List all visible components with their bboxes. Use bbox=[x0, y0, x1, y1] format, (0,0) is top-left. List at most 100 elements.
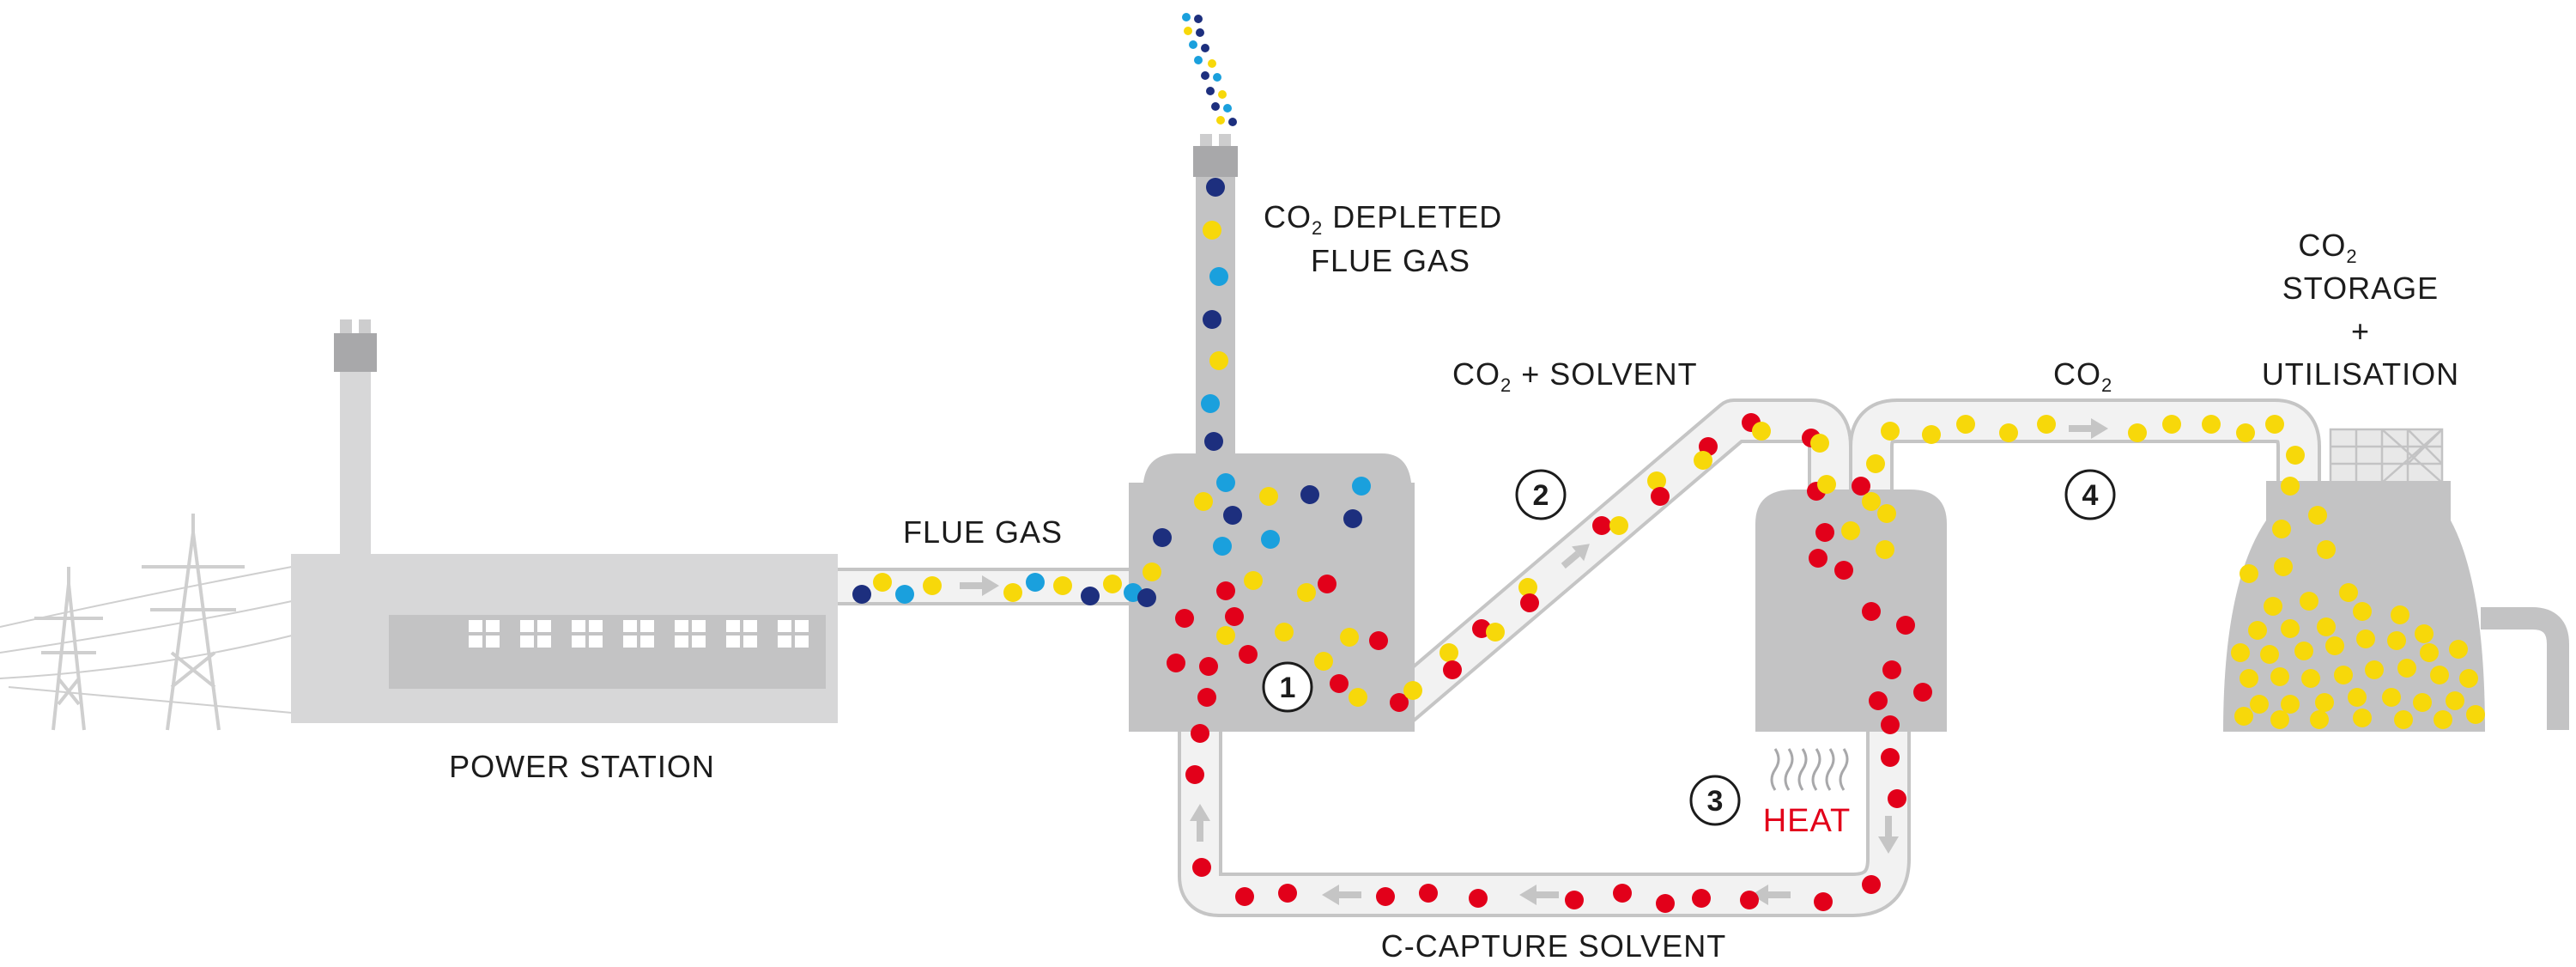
molecule-dot bbox=[1223, 104, 1232, 113]
molecule-dot bbox=[1881, 748, 1900, 767]
molecule-dot bbox=[1651, 487, 1670, 506]
molecule-dot bbox=[1216, 581, 1235, 600]
molecule-dot bbox=[1343, 509, 1362, 528]
molecule-dot bbox=[1216, 116, 1225, 125]
molecule-dot bbox=[2234, 707, 2253, 726]
molecule-dot bbox=[1692, 889, 1711, 908]
co2-solvent-label: CO2 + SOLVENT bbox=[1452, 356, 1698, 396]
molecule-dot bbox=[2308, 506, 2327, 525]
molecule-dot bbox=[1239, 645, 1258, 664]
molecule-dot bbox=[1278, 884, 1297, 903]
molecule-dot bbox=[1318, 575, 1336, 593]
molecule-dot bbox=[1203, 221, 1221, 240]
molecule-dot bbox=[1469, 889, 1488, 908]
molecule-dot bbox=[2128, 423, 2147, 442]
molecule-dot bbox=[1196, 28, 1204, 37]
window-grid bbox=[469, 620, 809, 648]
molecule-dot bbox=[2434, 710, 2452, 729]
molecule-dot bbox=[2301, 669, 2320, 688]
co2-depleted-label: CO2 DEPLETED bbox=[1264, 199, 1502, 239]
c-capture-solvent-label: C-CAPTURE SOLVENT bbox=[1381, 928, 1726, 964]
molecule-dot bbox=[1182, 13, 1191, 21]
molecule-dot bbox=[1817, 475, 1836, 494]
molecule-dot bbox=[1869, 691, 1888, 710]
molecule-dot bbox=[1440, 643, 1458, 662]
molecule-dot bbox=[2270, 710, 2289, 729]
molecule-dot bbox=[2365, 660, 2384, 679]
molecule-dot bbox=[1199, 657, 1218, 676]
molecule-dot bbox=[1740, 891, 1759, 909]
molecule-dot bbox=[1486, 623, 1505, 642]
molecule-dot bbox=[1609, 516, 1628, 535]
molecule-dot bbox=[2430, 666, 2449, 684]
molecule-dot bbox=[2202, 415, 2221, 434]
molecule-dot bbox=[1143, 563, 1161, 581]
molecule-dot bbox=[1520, 593, 1539, 612]
molecule-dot bbox=[2294, 642, 2313, 660]
molecule-dot bbox=[1852, 477, 1870, 496]
molecule-dot bbox=[1866, 454, 1885, 473]
molecule-dot bbox=[1862, 492, 1881, 511]
molecule-dot bbox=[2334, 666, 2353, 684]
molecule-dot bbox=[1203, 310, 1221, 329]
molecule-dot bbox=[1647, 471, 1666, 490]
molecule-dot bbox=[2250, 695, 2269, 714]
molecule-dot bbox=[1834, 561, 1853, 580]
molecule-dot bbox=[1330, 674, 1349, 693]
step-marker-3: 3 bbox=[1689, 775, 1741, 826]
molecule-dot bbox=[1913, 683, 1932, 702]
storage-label-line2: STORAGE bbox=[2282, 271, 2439, 306]
molecule-dot bbox=[1877, 504, 1896, 523]
molecule-dot bbox=[1197, 688, 1216, 707]
molecule-dot bbox=[2325, 636, 2344, 655]
molecule-dot bbox=[2397, 659, 2416, 678]
step-number: 1 bbox=[1280, 672, 1296, 704]
molecule-dot bbox=[1876, 540, 1894, 559]
molecule-dot bbox=[2315, 693, 2334, 712]
molecule-dot bbox=[2348, 688, 2367, 707]
molecule-dot bbox=[1518, 578, 1537, 597]
molecule-dot bbox=[1218, 90, 1227, 99]
molecule-dot bbox=[1185, 765, 1204, 784]
molecule-dot bbox=[852, 585, 871, 604]
molecule-dot bbox=[2353, 602, 2372, 621]
power-station bbox=[291, 319, 838, 723]
molecule-dot bbox=[1184, 27, 1192, 35]
molecule-dot bbox=[1201, 394, 1220, 413]
molecule-dot bbox=[2274, 557, 2293, 576]
molecule-dot bbox=[2466, 705, 2485, 724]
molecule-dot bbox=[1175, 609, 1194, 628]
molecule-dot bbox=[2413, 693, 2432, 712]
molecule-dot bbox=[1244, 571, 1263, 590]
molecule-dot bbox=[895, 585, 914, 604]
molecule-dot bbox=[1275, 623, 1294, 642]
molecule-dot bbox=[1882, 660, 1901, 679]
molecule-dot bbox=[2394, 710, 2413, 729]
molecule-dot bbox=[2281, 619, 2300, 638]
molecule-dot bbox=[1922, 425, 1941, 444]
molecule-dot bbox=[2300, 592, 2318, 611]
molecule-dot bbox=[1201, 71, 1209, 80]
storage-label-line3: + bbox=[2351, 313, 2370, 349]
molecule-dot bbox=[1259, 487, 1278, 506]
molecule-dot bbox=[1815, 523, 1834, 542]
storage-facility bbox=[2223, 428, 2485, 732]
molecule-dot bbox=[1223, 506, 1242, 525]
molecule-dot bbox=[1810, 434, 1829, 453]
flow-arrow-icon bbox=[1322, 885, 1361, 905]
molecule-dot bbox=[2162, 415, 2181, 434]
molecule-dot bbox=[1192, 858, 1211, 877]
molecule-dot bbox=[1999, 423, 2018, 442]
molecule-dot bbox=[1340, 628, 1359, 647]
molecule-dot bbox=[1204, 432, 1223, 451]
molecule-dot bbox=[1565, 891, 1584, 909]
molecule-dot bbox=[1376, 887, 1395, 906]
molecule-dot bbox=[1896, 616, 1915, 635]
molecule-dot bbox=[1153, 528, 1172, 547]
flow-arrow-icon bbox=[1878, 816, 1899, 854]
molecule-dot bbox=[2265, 415, 2284, 434]
molecule-dot bbox=[2446, 691, 2464, 710]
heat-waves-icon bbox=[1770, 748, 1849, 791]
molecule-dot bbox=[2264, 597, 2282, 616]
